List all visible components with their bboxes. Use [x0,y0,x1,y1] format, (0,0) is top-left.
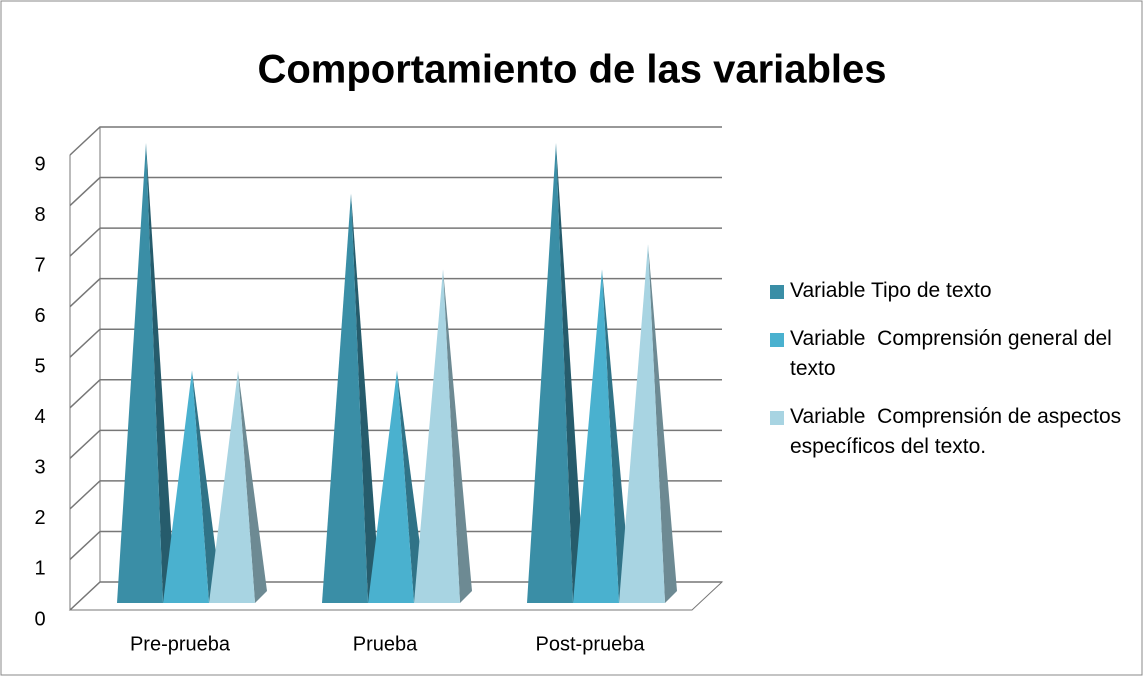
legend-label: Variable Tipo de texto [790,279,992,302]
bar [527,143,585,603]
y-tick-label: 3 [34,457,45,479]
y-tick-label: 1 [34,558,45,580]
legend: Variable Tipo de texto Variable Comprensi… [770,276,1142,480]
bar [322,193,380,604]
bar-side [351,193,380,604]
bar-front [527,143,573,603]
bar-front [163,370,209,603]
grid-line [69,277,722,308]
y-tick-label: 7 [34,254,45,276]
grid-line [69,581,722,611]
bar-side [648,244,677,603]
y-tick-label: 2 [34,507,45,529]
grid-line [69,530,722,560]
bar [573,269,631,603]
bar-side [397,370,426,603]
grid-line [69,126,722,156]
bar [209,370,267,603]
bar [368,370,426,603]
grid-line [69,176,722,207]
legend-swatch [770,411,784,425]
bar-side [146,143,175,603]
y-tick-label: 6 [34,305,45,327]
bar-front [619,244,665,603]
bar-side [238,370,267,603]
legend-label: Variable Comprensión general del texto [790,327,1118,380]
grid-line [69,429,722,459]
grid-line [69,480,722,510]
legend-item: Variable Comprensión general del texto [770,324,1142,384]
bar-side [602,269,631,603]
y-tick-label: 5 [34,356,45,378]
y-tick-label: 8 [34,204,45,226]
legend-swatch [770,285,784,299]
bar-front [368,370,414,603]
bar [163,370,221,603]
grid-line [69,227,722,257]
legend-item: Variable Tipo de texto [770,276,1142,306]
bar-front [209,370,255,603]
legend-swatch [770,333,784,347]
bar-front [117,143,163,603]
bar-side [556,143,585,603]
y-tick-label: 0 [34,608,45,630]
x-tick-label: Pre-prueba [130,633,231,655]
y-tick-label: 9 [34,153,45,175]
bar-side [192,370,221,603]
bar [117,143,175,603]
x-tick-label: Prueba [353,633,418,655]
legend-label: Variable Comprensión de aspectos específ… [790,405,1127,458]
bar-front [322,193,368,604]
bar-front [573,269,619,603]
legend-item: Variable Comprensión de aspectos específ… [770,402,1142,462]
x-tick-label: Post-prueba [536,633,646,655]
bar-front [414,269,460,603]
grid-line [69,379,722,409]
chart-title: Comportamiento de las variables [257,48,886,92]
bar [414,269,472,603]
y-tick-label: 4 [34,406,45,428]
bar-side [443,269,472,603]
grid-line [69,328,722,358]
bar [619,244,677,603]
